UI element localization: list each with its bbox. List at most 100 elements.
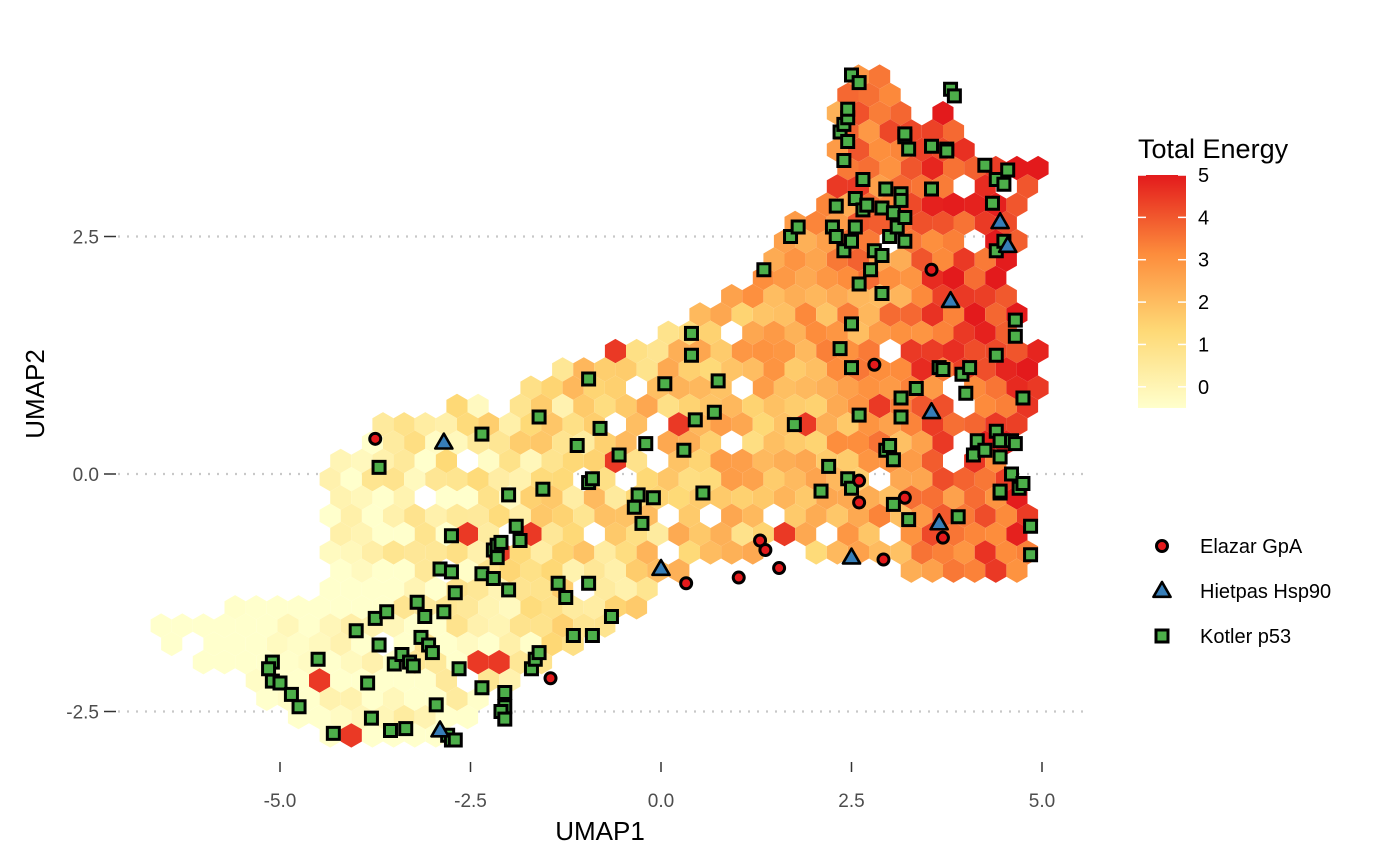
hexbin-cell — [615, 540, 637, 565]
hexbin-cell — [351, 595, 373, 620]
hexbin-cell — [509, 613, 531, 638]
hexbin-cell — [742, 393, 764, 419]
point-square — [844, 233, 859, 249]
hexbin-cell — [805, 393, 827, 419]
hexbin-cell — [752, 485, 774, 510]
hexbin-cell — [404, 467, 426, 492]
hexbin-cell — [700, 467, 722, 492]
hexbin-cell — [541, 375, 563, 400]
hexbin-cell — [678, 467, 700, 492]
hexbin-cell — [721, 467, 743, 492]
hexbin-cell — [425, 503, 447, 528]
point-square — [996, 176, 1012, 192]
x-tick-label: -5.0 — [264, 791, 297, 812]
y-tick-label: 2.5 — [73, 228, 99, 249]
hexbin-cell — [943, 338, 965, 364]
point-square — [501, 582, 517, 598]
hexbin-cell — [742, 284, 764, 309]
hexbin-cell — [752, 375, 774, 400]
hexbin-cell — [393, 521, 415, 547]
hexbin-cell — [869, 64, 891, 89]
hexbin-cell — [1006, 521, 1028, 547]
hexbin-cell — [932, 467, 954, 492]
point-square — [851, 407, 867, 423]
point-square — [897, 210, 913, 225]
hexbin-cell — [773, 338, 796, 364]
point-square — [695, 485, 711, 501]
hexbin-cell — [752, 448, 774, 474]
hexbin-cell — [626, 558, 648, 583]
hexbin-cell — [499, 448, 521, 474]
hexbin-cell — [763, 320, 785, 345]
hexbin-cell — [361, 650, 383, 675]
hexbin-cell — [657, 320, 679, 345]
hexbin-cell — [552, 503, 574, 528]
point-square — [840, 134, 856, 149]
hexbin-cell — [520, 375, 542, 400]
hexbin-cell — [478, 448, 500, 474]
hexbin-cell — [795, 265, 817, 291]
hexbin-cell — [594, 430, 616, 455]
hexbin-cell — [763, 284, 785, 309]
point-square — [512, 533, 528, 548]
hexbin-cell — [562, 448, 584, 474]
point-circle — [543, 671, 558, 686]
hexbin-cell — [383, 503, 405, 528]
point-circle — [924, 262, 939, 277]
point-square — [935, 362, 951, 377]
hexbin-cell — [351, 448, 373, 474]
hexbin-cell — [457, 595, 479, 620]
point-square — [897, 233, 913, 249]
hexbin-cell — [647, 521, 669, 547]
hexbin-cell — [953, 467, 975, 492]
hexbin-cell — [911, 357, 933, 382]
hexbin-cell — [869, 101, 891, 126]
point-square — [756, 262, 772, 278]
hexbin-cell — [657, 393, 679, 419]
hexbin-cell — [330, 558, 352, 583]
point-square — [531, 409, 547, 425]
point-square — [501, 487, 517, 503]
hexbin-cell — [943, 302, 965, 327]
hexbin-cell — [383, 686, 405, 711]
hexbin-cell — [488, 467, 510, 492]
hexbin-cell — [890, 357, 912, 382]
hexbin-cell — [541, 448, 563, 474]
hexbin-cell — [900, 338, 922, 364]
hexbin-cell — [721, 393, 743, 419]
hexbin-cell — [974, 503, 996, 528]
hexbin-cell — [858, 521, 880, 547]
legend-key-square — [1154, 628, 1170, 644]
point-circle — [935, 530, 950, 545]
hexbin-cell — [953, 320, 975, 345]
legend-label: Elazar GpA — [1200, 536, 1303, 558]
point-square — [706, 404, 722, 420]
point-square — [950, 509, 966, 525]
hexbin-cell — [773, 302, 796, 327]
hexbin-cell — [309, 595, 331, 620]
hexbin-cell — [974, 393, 996, 419]
hexbin-cell — [626, 412, 648, 437]
hexbin-cell — [742, 357, 764, 382]
hexbin-cell — [985, 558, 1007, 583]
point-circle — [852, 473, 867, 488]
hexbin-cell — [773, 485, 796, 510]
hexbin-cell — [879, 302, 901, 327]
hexbin-cell — [784, 467, 806, 492]
hexbin-cell — [340, 503, 362, 528]
hexbin-cell — [330, 448, 352, 474]
hexbin-cell — [668, 412, 690, 437]
hexbin-cell — [647, 338, 669, 364]
hexbin-cell — [763, 393, 785, 419]
hexbin-cell — [467, 393, 489, 419]
hexbin-cell — [530, 430, 553, 455]
hexbin-cell — [985, 375, 1007, 400]
hexbin-cell — [393, 412, 415, 437]
hexbin-cell — [890, 247, 912, 272]
hexbin-cell — [932, 430, 954, 455]
hexbin-cell — [361, 686, 383, 711]
point-square — [611, 447, 627, 463]
hexbin-cell — [361, 576, 383, 602]
hexbin-cell — [319, 467, 341, 492]
point-square — [493, 534, 509, 550]
